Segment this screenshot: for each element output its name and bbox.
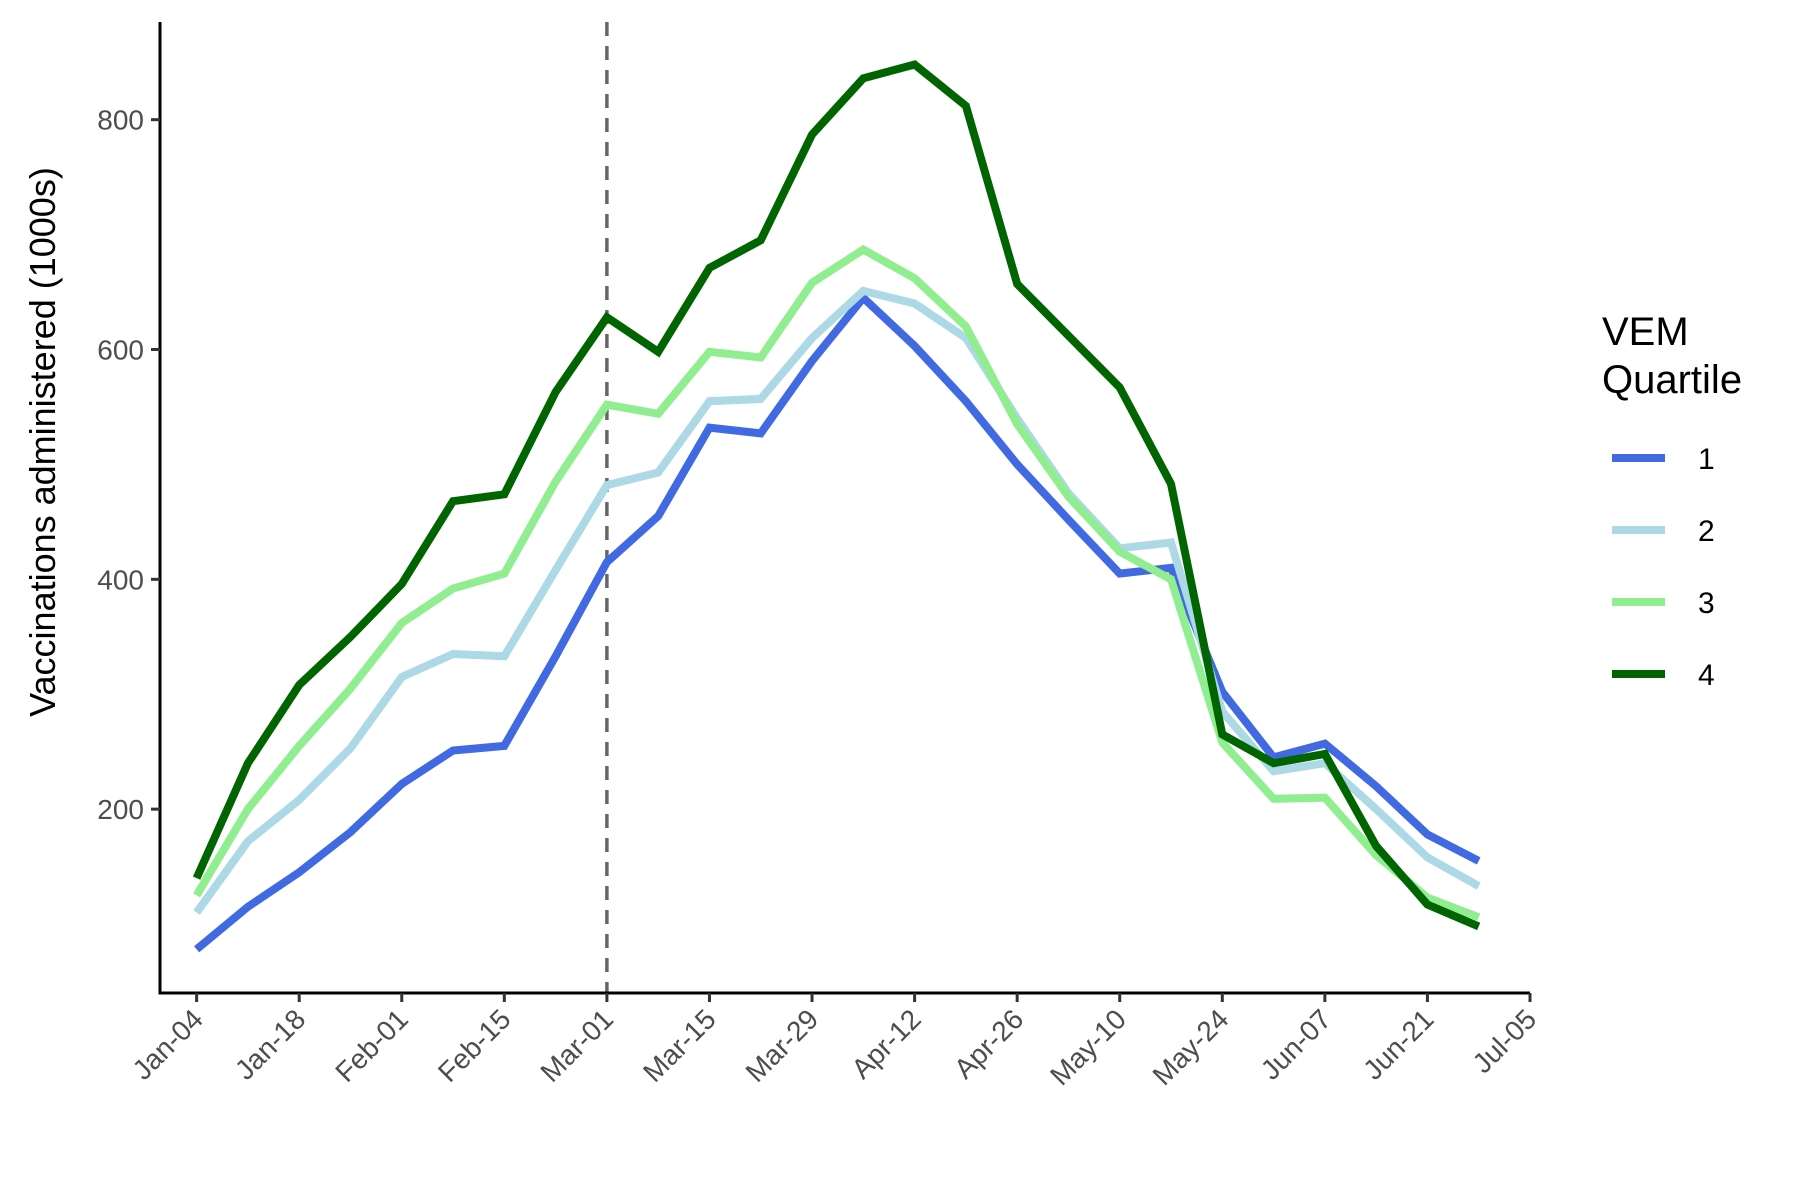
legend-label-1: 1 xyxy=(1698,443,1715,476)
legend-label-2: 2 xyxy=(1698,515,1715,548)
x-tick-label: Feb-15 xyxy=(432,1003,517,1088)
y-tick-label: 600 xyxy=(97,334,144,365)
series-line-3 xyxy=(193,244,1481,921)
y-tick-label: 400 xyxy=(97,564,144,595)
legend: VEM Quartile 1 2 3 4 xyxy=(1602,310,1742,692)
plot-area xyxy=(192,22,1481,993)
y-axis: 200 400 600 800 xyxy=(97,22,162,993)
y-tick-label: 800 xyxy=(97,105,144,136)
x-tick-label: Jan-04 xyxy=(126,1003,208,1085)
x-tick-label: Mar-29 xyxy=(740,1003,825,1088)
legend-title-line-1: VEM xyxy=(1602,310,1689,354)
x-axis: Jan-04 Jan-18 Feb-01 Feb-15 Mar-01 Mar-15 Mar-… xyxy=(126,991,1542,1091)
x-tick-label: Mar-01 xyxy=(534,1003,619,1088)
legend-title-line-2: Quartile xyxy=(1602,358,1742,402)
x-tick-label: Jun-21 xyxy=(1357,1003,1439,1085)
x-tick-label: Jun-07 xyxy=(1255,1003,1337,1085)
legend-label-4: 4 xyxy=(1698,659,1715,692)
y-tick-label: 200 xyxy=(97,794,144,825)
series-line-4 xyxy=(192,60,1481,931)
x-tick-label: Jan-18 xyxy=(229,1003,311,1085)
x-tick-label: Apr-12 xyxy=(845,1003,926,1084)
x-tick-label: May-24 xyxy=(1147,1003,1235,1091)
x-tick-label: Feb-01 xyxy=(329,1003,414,1088)
x-tick-label: Apr-26 xyxy=(948,1003,1029,1084)
x-tick-label: May-10 xyxy=(1044,1003,1132,1091)
legend-label-3: 3 xyxy=(1698,587,1715,620)
x-tick-label: Mar-15 xyxy=(637,1003,722,1088)
y-axis-title: Vaccinations administered (1000s) xyxy=(22,167,63,717)
series-line-1 xyxy=(194,291,1481,953)
x-tick-label: Jul-05 xyxy=(1466,1003,1542,1079)
